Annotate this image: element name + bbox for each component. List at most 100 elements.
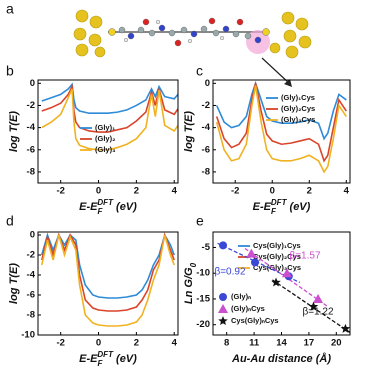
x-tick-label: 11 xyxy=(249,338,260,349)
axis-label: log T(E) xyxy=(8,111,20,152)
y-tick-label: -10 xyxy=(21,330,35,341)
point xyxy=(219,293,227,301)
x-tick-label: 0 xyxy=(96,186,101,197)
label-sub: F xyxy=(98,359,104,367)
axis-label: log T(E) xyxy=(8,263,20,304)
x-tick-label: 4 xyxy=(172,186,178,197)
label-sup: DFT xyxy=(97,350,114,359)
molecule xyxy=(73,9,312,87)
label-sub: 0 xyxy=(189,262,198,267)
x-tick-label: -2 xyxy=(231,186,239,197)
axes-frame xyxy=(212,231,351,336)
y-tick-label: -15 xyxy=(196,293,210,304)
line xyxy=(41,88,178,151)
x-tick-label: 2 xyxy=(134,338,139,349)
line xyxy=(41,232,175,299)
label-sup: DFT xyxy=(271,198,288,207)
panel-label: a xyxy=(6,1,14,17)
y-tick-label: -10 xyxy=(196,268,210,279)
x-tick-label: 0 xyxy=(270,186,275,197)
legend-label: Cys(Gly)₁Cys xyxy=(253,241,301,250)
legend-label: Cys(Gly)₂Cys xyxy=(253,252,301,261)
y-tick-label: -8 xyxy=(202,166,210,177)
panel-label: c xyxy=(196,63,203,79)
point xyxy=(251,258,260,267)
legend-label: (Gly)₂Cys xyxy=(281,104,315,113)
panel: -2 0 2 4 0 -2 -4 -6 -8 (Gly)₁Cys (Gly)₂Cys (Gly)₃Cy… xyxy=(202,78,351,197)
y-tick-label: -5 xyxy=(202,242,211,253)
point xyxy=(271,277,281,287)
y-tick-label: -2 xyxy=(27,100,35,111)
point xyxy=(313,293,324,303)
annotation: β=1.22 xyxy=(302,307,333,318)
legend-label: (Gly)ₙCys xyxy=(231,304,265,313)
line xyxy=(215,85,347,174)
annotation: β=0.92 xyxy=(214,267,245,278)
plot-area xyxy=(41,82,178,151)
y-tick-label: 0 xyxy=(30,78,35,89)
legend-label: (Gly)₁ xyxy=(95,123,115,132)
plot-area xyxy=(40,232,175,327)
x-tick-label: 14 xyxy=(276,338,287,349)
y-tick-label: 0 xyxy=(30,230,35,241)
label-part: E-E xyxy=(79,353,98,365)
legend-label: Cys(Gly)₃Cys xyxy=(253,263,301,272)
point xyxy=(218,304,228,313)
point xyxy=(219,241,228,250)
x-tick-label: -2 xyxy=(56,338,64,349)
legend-label: Cys(Gly)ₙCys xyxy=(231,316,279,325)
panel: -2 0 2 4 0 -2 -4 -6 -8 (Gly)₁ (Gly)₂ (Gly)₃ xyxy=(27,78,179,197)
point xyxy=(308,301,319,311)
line xyxy=(41,82,178,115)
axis-label: Ln G/G0 xyxy=(183,262,198,304)
y-tick-label: -8 xyxy=(27,310,35,321)
y-tick-label: -4 xyxy=(202,122,211,133)
plot-area xyxy=(215,80,347,174)
y-tick-label: -2 xyxy=(27,250,35,261)
y-tick-label: -8 xyxy=(27,166,35,177)
plot-area xyxy=(217,241,350,333)
y-tick-label: -2 xyxy=(202,100,210,111)
legend-label: (Gly)₁Cys xyxy=(281,93,315,102)
y-tick-label: -4 xyxy=(27,270,36,281)
label-sub: F xyxy=(271,207,277,216)
fit-line xyxy=(272,279,350,333)
point xyxy=(340,323,350,333)
point xyxy=(218,316,228,326)
x-tick-label: 20 xyxy=(331,338,342,349)
label-part: (eV) xyxy=(286,201,310,213)
panel-label: b xyxy=(6,63,14,79)
x-tick-label: 2 xyxy=(134,186,139,197)
panel: 8 11 14 17 20 -5 -10 -15 -20 (Gly)ₙ (Gly)ₙCys Cys(G… xyxy=(196,231,351,349)
label-part: E-E xyxy=(253,201,272,213)
y-tick-label: 0 xyxy=(205,78,210,89)
point xyxy=(246,248,257,258)
legend-label: (Gly)ₙ xyxy=(231,292,251,301)
line xyxy=(215,80,347,141)
label-sub: F xyxy=(98,207,104,216)
line xyxy=(215,83,347,163)
axis-label: E-EFDFT (eV) xyxy=(253,198,311,216)
annotation: β=1.57 xyxy=(289,251,320,262)
x-tick-label: 0 xyxy=(96,338,101,349)
axis-label: log T(E) xyxy=(183,111,195,152)
axis-label: Au-Au distance (Å) xyxy=(231,352,331,365)
x-tick-label: 4 xyxy=(172,338,178,349)
axes-frame xyxy=(37,79,179,184)
label-part: Ln G/G xyxy=(183,267,195,304)
x-tick-label: 4 xyxy=(344,186,350,197)
label-part: (eV) xyxy=(113,353,137,365)
x-tick-label: -2 xyxy=(56,186,64,197)
point xyxy=(281,268,292,278)
legend-label: (Gly)₃Cys xyxy=(281,115,315,124)
y-tick-label: -6 xyxy=(27,144,35,155)
x-tick-label: 2 xyxy=(307,186,312,197)
axes-frame xyxy=(37,231,179,336)
label-part: E-E xyxy=(79,201,98,213)
y-tick-label: -6 xyxy=(202,144,210,155)
label-sup: DFT xyxy=(97,198,114,207)
x-tick-label: 8 xyxy=(224,338,229,349)
panel: -2 0 2 40-2-4-6-8-10Cys(Gly)₁CysCys(Gly)₂Cy… xyxy=(21,230,301,349)
y-tick-label: -4 xyxy=(27,122,36,133)
